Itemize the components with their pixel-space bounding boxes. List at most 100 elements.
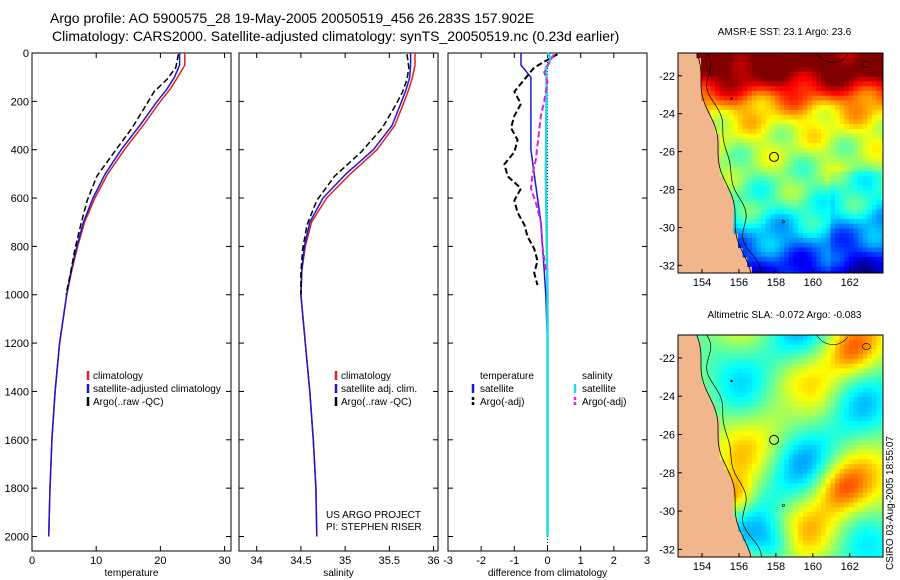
map-cell bbox=[798, 540, 804, 547]
map-cell bbox=[756, 90, 762, 97]
float-position-marker-sst_map bbox=[769, 151, 780, 162]
map-cell bbox=[798, 411, 804, 417]
map-cell bbox=[830, 218, 836, 225]
map-cell bbox=[844, 171, 850, 177]
map-cell bbox=[871, 72, 878, 78]
map-cell bbox=[807, 185, 813, 192]
map-cell bbox=[844, 464, 850, 470]
map-cell bbox=[867, 469, 873, 475]
map-cell bbox=[733, 512, 739, 518]
map-cell bbox=[881, 133, 883, 139]
map-cell bbox=[775, 502, 781, 508]
map-cell bbox=[816, 512, 822, 518]
map-cell bbox=[881, 181, 883, 187]
map-cell bbox=[798, 469, 804, 475]
map-cell bbox=[784, 335, 790, 341]
map-cell bbox=[807, 195, 813, 201]
map-cell bbox=[779, 492, 785, 499]
map-cell bbox=[835, 402, 841, 408]
map-cell bbox=[747, 218, 753, 225]
map-cell bbox=[770, 204, 776, 210]
map-cell bbox=[821, 166, 827, 173]
map-cell bbox=[876, 354, 882, 360]
map-cell bbox=[821, 406, 827, 413]
map-cell bbox=[825, 81, 831, 87]
map-cell bbox=[701, 339, 707, 346]
map-cell bbox=[724, 421, 730, 427]
map-cell bbox=[719, 449, 725, 456]
map-cell bbox=[881, 373, 883, 379]
map-cell bbox=[876, 100, 882, 106]
map-cell bbox=[751, 363, 758, 370]
map-cell bbox=[784, 339, 790, 346]
map-cell bbox=[798, 531, 804, 537]
map-cell bbox=[825, 349, 831, 355]
map-cell bbox=[761, 190, 767, 196]
map-cell bbox=[751, 185, 758, 192]
map-cell bbox=[871, 502, 878, 508]
map-cell bbox=[867, 354, 873, 360]
map-cell bbox=[793, 497, 799, 504]
map-cell bbox=[719, 76, 725, 82]
map-cell bbox=[821, 521, 827, 527]
map-cell bbox=[876, 114, 882, 120]
map-cell bbox=[747, 214, 753, 220]
map-cell bbox=[811, 200, 818, 206]
map-cell bbox=[788, 392, 794, 398]
map-cell bbox=[738, 95, 744, 101]
map-cell bbox=[765, 416, 771, 422]
map-cell bbox=[867, 62, 873, 68]
map-cell bbox=[839, 459, 845, 465]
map-cell bbox=[784, 76, 790, 82]
map-cell bbox=[881, 382, 883, 389]
map-cell bbox=[793, 57, 799, 63]
map-cell bbox=[714, 397, 721, 403]
map-cell bbox=[881, 190, 883, 196]
map-cell bbox=[848, 218, 854, 225]
map-cell bbox=[747, 478, 753, 484]
map-cell bbox=[761, 114, 767, 120]
map-cell bbox=[802, 335, 808, 341]
map-cell bbox=[867, 181, 873, 187]
map-cell bbox=[802, 247, 808, 253]
map-cell bbox=[724, 124, 730, 130]
map-cell bbox=[844, 266, 850, 272]
map-cell bbox=[793, 53, 799, 59]
map-cell bbox=[825, 440, 831, 446]
map-cell bbox=[784, 133, 790, 139]
map-cell bbox=[802, 90, 808, 97]
map-cell bbox=[798, 492, 804, 499]
map-cell bbox=[835, 512, 841, 518]
map-island-dot-sst_map bbox=[781, 220, 785, 224]
map-cell bbox=[798, 218, 804, 225]
map-cell bbox=[802, 157, 808, 163]
map-cell bbox=[848, 454, 854, 460]
map-cell bbox=[765, 128, 771, 135]
map-cell bbox=[807, 344, 813, 350]
map-cell bbox=[784, 411, 790, 417]
map-cell bbox=[844, 469, 850, 475]
map-cell bbox=[848, 421, 854, 427]
map-cell bbox=[876, 95, 882, 101]
map-cell bbox=[761, 105, 767, 111]
map-cell bbox=[844, 190, 850, 196]
map-cell bbox=[825, 449, 831, 456]
map-cell bbox=[802, 397, 808, 403]
map-cell bbox=[751, 354, 758, 360]
map-cell bbox=[881, 171, 883, 177]
map-cell bbox=[858, 425, 864, 432]
map-island-dot-sla_map bbox=[781, 503, 785, 507]
map-cell bbox=[853, 478, 859, 484]
map-cell bbox=[756, 162, 762, 168]
map-cell bbox=[724, 152, 730, 158]
map-cell bbox=[825, 435, 831, 441]
map-cell bbox=[876, 204, 882, 210]
map-cell bbox=[867, 53, 873, 59]
legend-title-salinity: salinity bbox=[582, 371, 613, 382]
map-cell bbox=[761, 242, 767, 248]
map-cell bbox=[770, 344, 776, 350]
map-cell bbox=[719, 100, 725, 106]
map-cell bbox=[807, 53, 813, 59]
map-cell bbox=[862, 67, 868, 73]
map-cell bbox=[802, 86, 808, 92]
